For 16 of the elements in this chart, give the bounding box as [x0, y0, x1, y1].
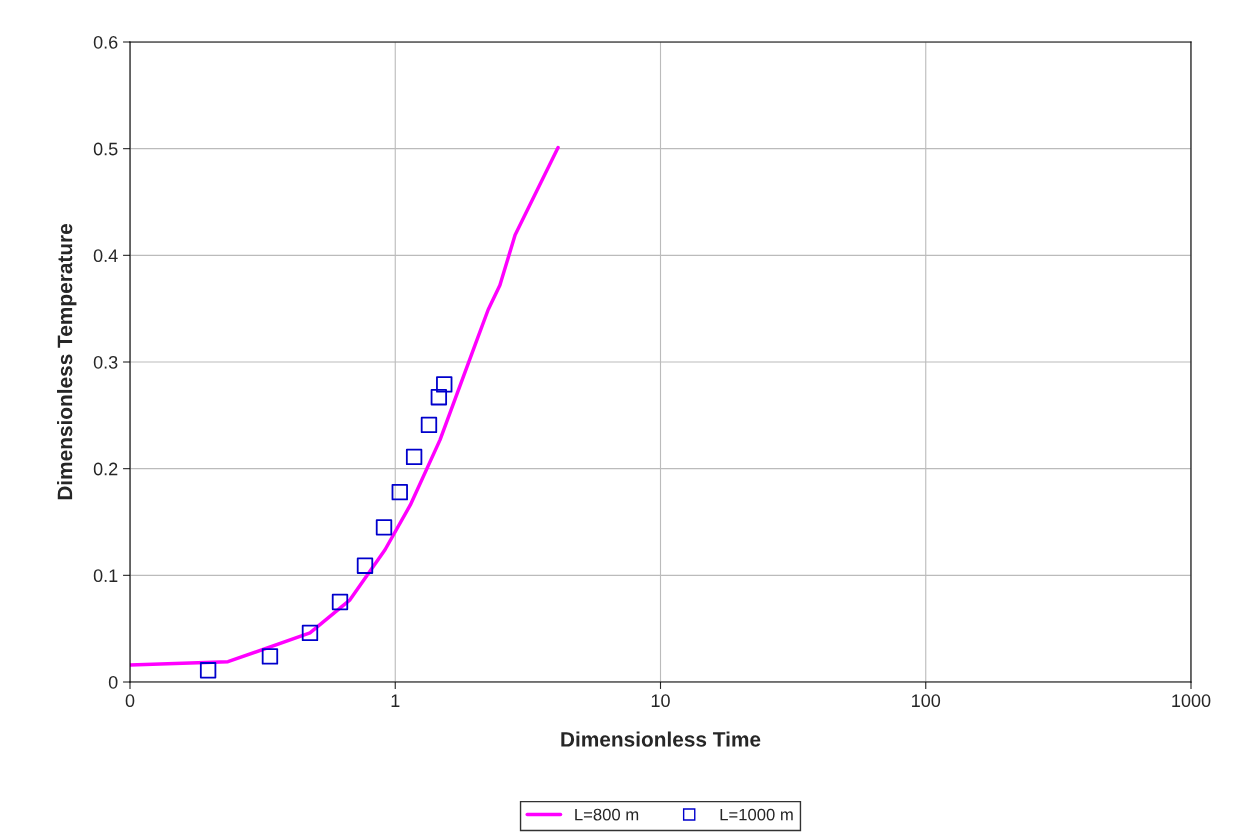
y-tick-label: 0.3 — [93, 355, 118, 369]
x-tick-label: 1000 — [1172, 694, 1211, 708]
legend-label: L=800 m — [575, 808, 639, 821]
x-tick-label: 100 — [912, 694, 941, 708]
y-tick-label: 0.2 — [93, 462, 118, 476]
y-tick-label: 0 — [108, 675, 118, 689]
x-axis-title: Dimensionless Time — [561, 731, 761, 747]
x-tick-label: 0 — [125, 694, 135, 708]
y-tick-label: 0.1 — [93, 569, 118, 583]
x-tick-label: 1 — [391, 694, 400, 707]
x-tick-label: 10 — [651, 694, 670, 708]
y-tick-label: 0.5 — [93, 142, 118, 156]
y-axis-title: Dimensionless Temperature — [57, 223, 77, 500]
y-tick-label: 0.6 — [93, 35, 118, 49]
y-tick-label: 0.4 — [93, 249, 118, 263]
legend-label: L=1000 m — [720, 808, 793, 821]
